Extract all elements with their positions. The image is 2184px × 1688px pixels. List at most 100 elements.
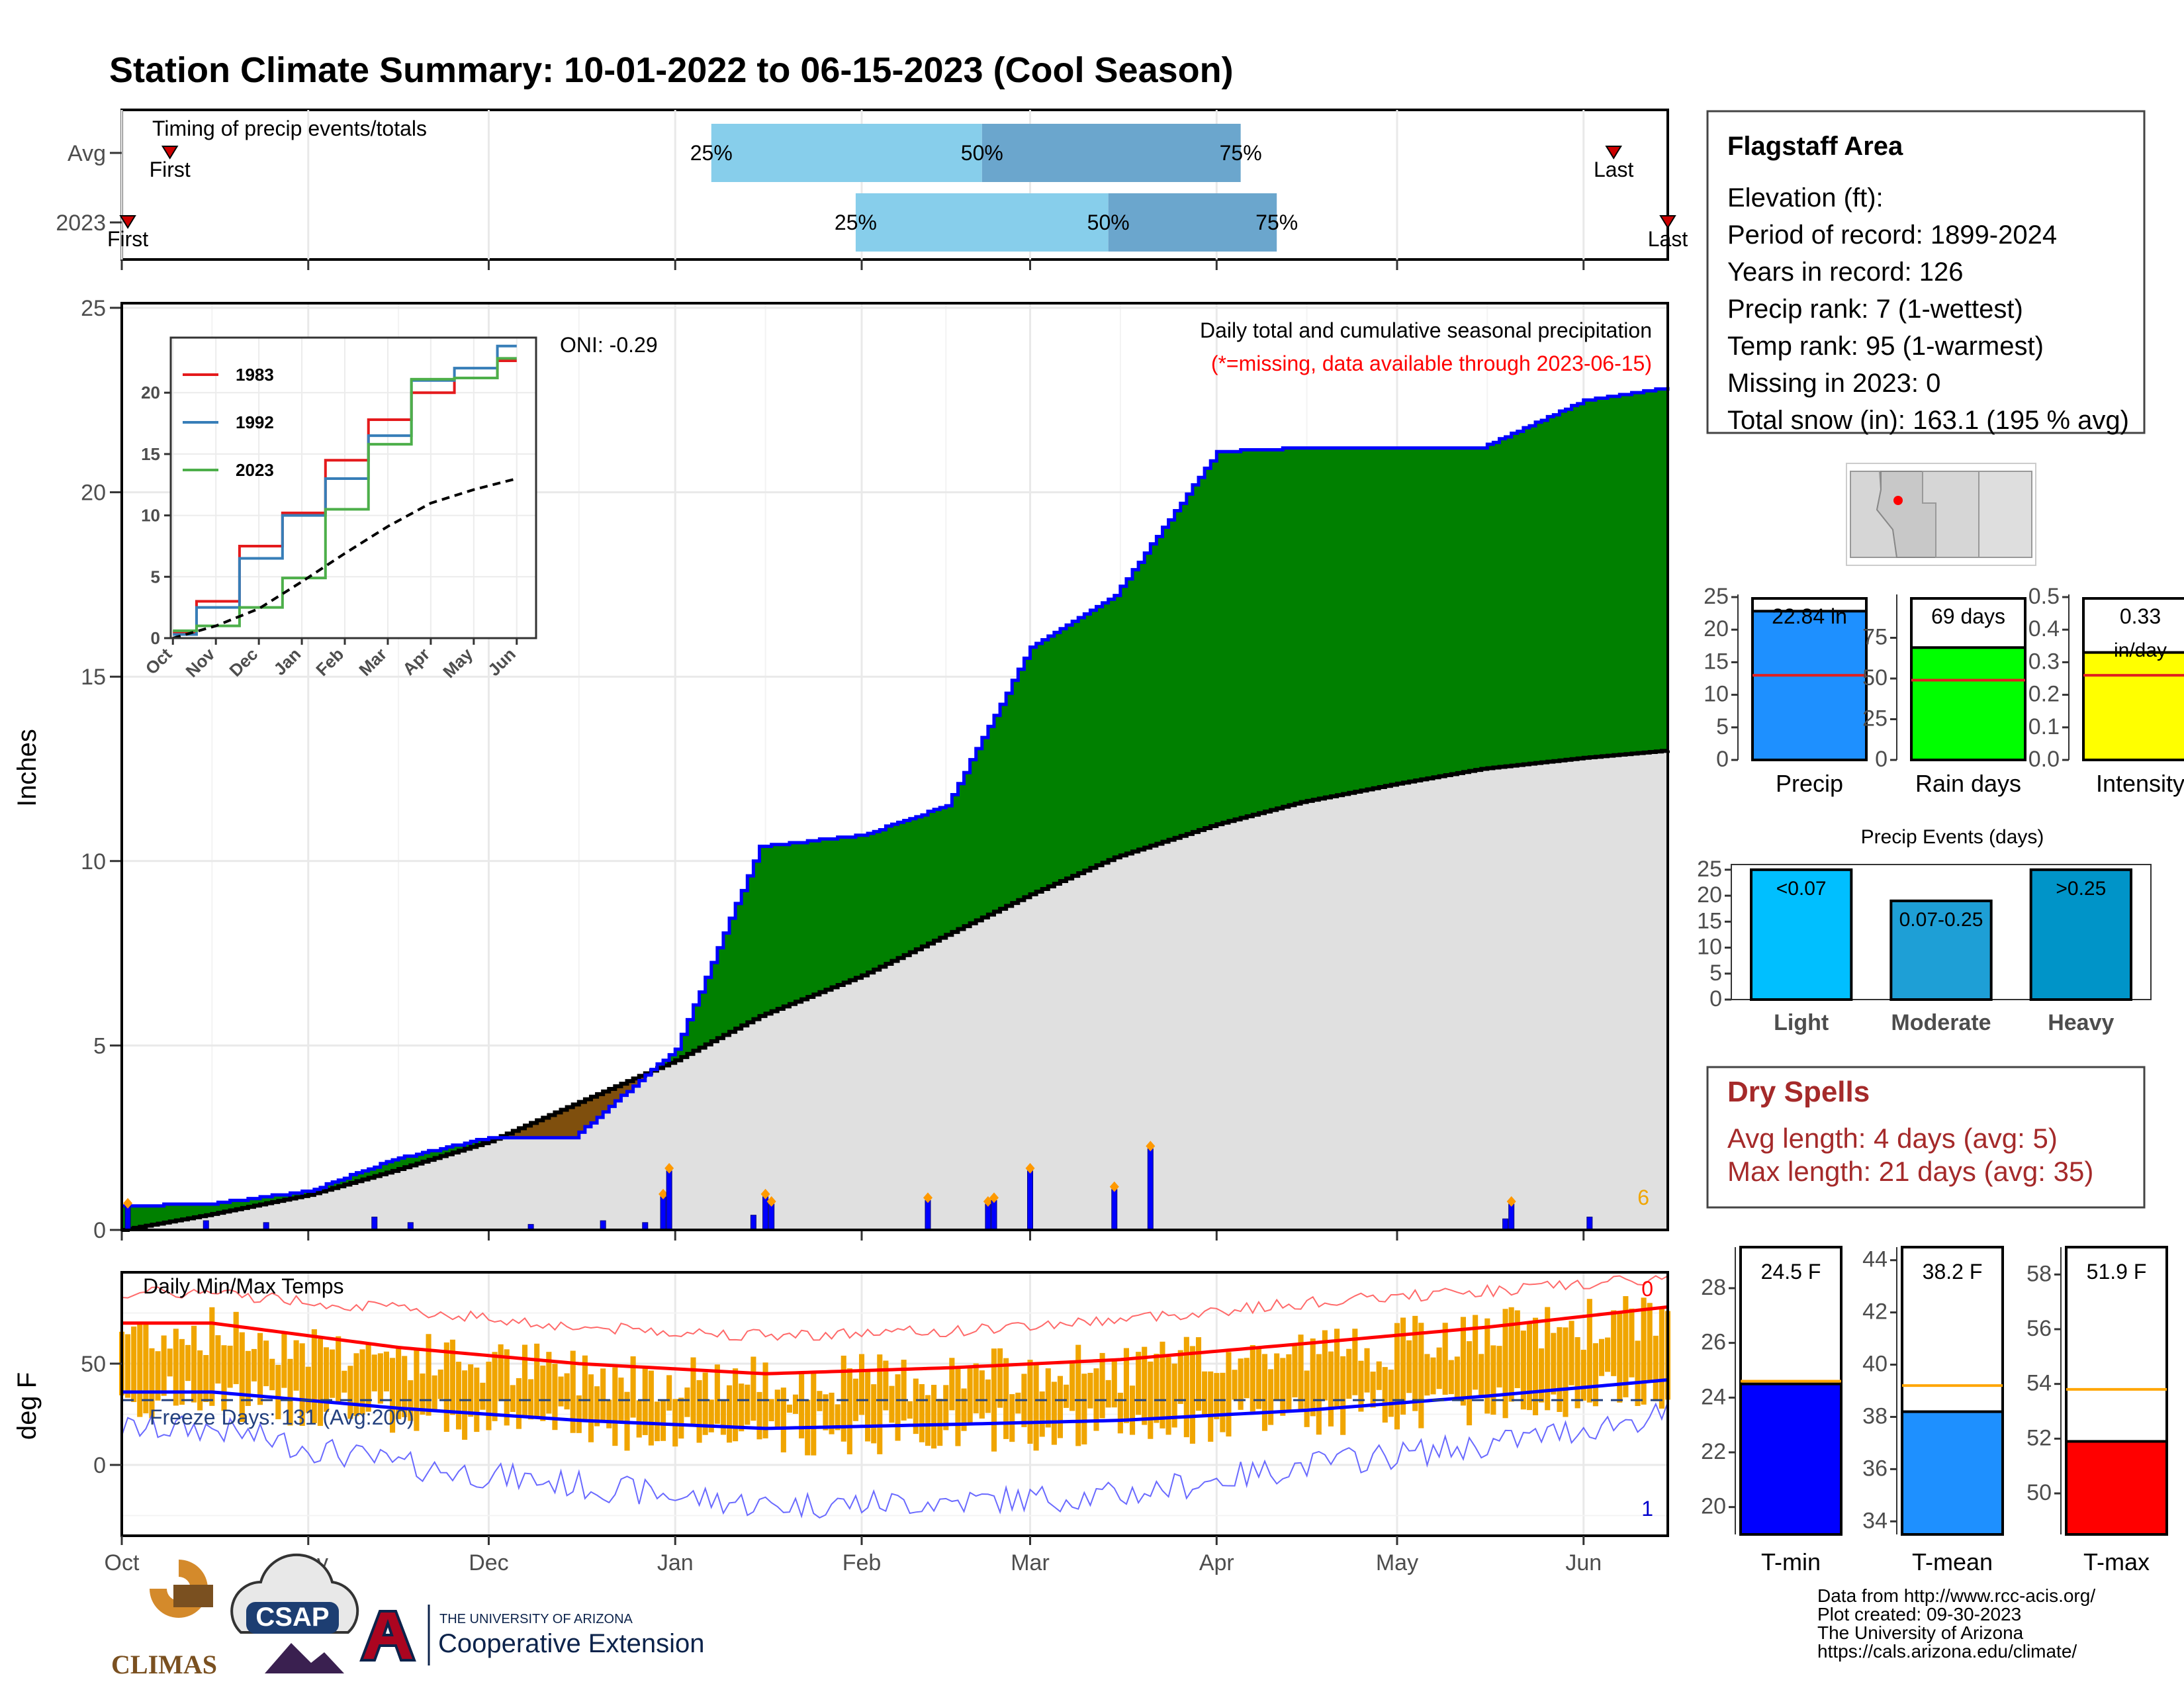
temp-panel: 0 50 Daily Min/Max Temps Freeze Days: 131… — [13, 1271, 1671, 1575]
temp-summary-label: T-max — [2083, 1548, 2150, 1575]
daily-precip-bar — [1147, 1148, 1154, 1231]
dry-spells-frame — [1706, 1066, 2146, 1209]
temp-daily-bar — [1280, 1358, 1286, 1416]
precip-note-missing: (*=missing, data available through 2023-… — [1211, 352, 1652, 375]
precip-y-tick-label: 5 — [93, 1033, 106, 1058]
station-missing: Missing in 2023: 0 — [1727, 369, 1940, 398]
normal-cumulative-area — [122, 750, 1668, 1230]
csap-banner — [246, 1602, 339, 1634]
temp-daily-bar — [1496, 1346, 1502, 1387]
station-name: Flagstaff Area — [1727, 132, 1903, 161]
temp-daily-bar — [780, 1387, 786, 1453]
temp-daily-bar — [125, 1334, 131, 1398]
temp-daily-bar — [1430, 1357, 1436, 1395]
temp-daily-bar — [841, 1355, 846, 1442]
temp-daily-bar — [1569, 1321, 1574, 1385]
summary-bar-value: 69 days — [1931, 604, 2005, 628]
month-tick-label: Oct — [105, 1550, 140, 1575]
temp-daily-bar — [311, 1329, 317, 1423]
freeze-days-label: Freeze Days: 131 (Avg:200) — [150, 1405, 414, 1429]
station-temp-rank: Temp rank: 95 (1-warmest) — [1727, 332, 2044, 361]
temp-daily-bar — [1136, 1352, 1142, 1415]
temp-daily-bar — [1111, 1358, 1117, 1408]
temp-daily-bar — [486, 1362, 492, 1430]
summary-y-tick-label: 5 — [1716, 714, 1729, 739]
month-tick-label: Jun — [1565, 1550, 1602, 1575]
temp-daily-bar — [1081, 1374, 1087, 1445]
temp-daily-bar — [606, 1399, 612, 1429]
ua-small-text: THE UNIVERSITY OF ARIZONA — [439, 1612, 633, 1626]
ua-a-icon — [359, 1610, 416, 1662]
temp-daily-bar — [257, 1333, 263, 1405]
daily-precip-marker — [766, 1196, 776, 1207]
temp-daily-bar — [414, 1348, 420, 1431]
timing-event-label: First — [150, 158, 191, 181]
temp-daily-bar — [480, 1382, 486, 1410]
temp-daily-bar — [221, 1345, 227, 1411]
temp-daily-bar — [792, 1394, 799, 1414]
temp-daily-bar — [347, 1366, 353, 1419]
temp-summary-y-tick-label: 26 — [1701, 1330, 1726, 1355]
csap-wordmark: CSAP — [255, 1603, 329, 1632]
record-low-line — [121, 1401, 1668, 1519]
events-bar-heavy — [2029, 868, 2133, 1002]
temp-daily-bar — [907, 1401, 913, 1419]
inset-legend-label: 2023 — [236, 460, 274, 480]
temp-daily-bar — [1592, 1343, 1598, 1407]
temp-daily-bar — [203, 1355, 209, 1402]
temp-daily-bar — [871, 1384, 877, 1444]
temp-daily-bar — [1563, 1327, 1569, 1417]
daily-precip-marker — [1025, 1162, 1035, 1174]
temp-daily-bar — [1099, 1352, 1105, 1419]
temp-daily-bar — [1003, 1358, 1009, 1439]
temp-daily-bar — [299, 1343, 305, 1427]
temp-daily-bar — [197, 1350, 203, 1411]
temp-y-tick-label: 0 — [93, 1453, 106, 1478]
temp-daily-bar — [1370, 1372, 1376, 1408]
temp-daily-bar — [991, 1348, 997, 1452]
temp-daily-bar — [997, 1348, 1003, 1408]
temp-daily-bar — [919, 1383, 925, 1442]
temp-daily-bar — [389, 1358, 396, 1433]
temp-daily-bar — [161, 1335, 167, 1396]
temp-daily-bar — [251, 1348, 257, 1382]
summary-y-tick-label: 0.5 — [2028, 584, 2060, 609]
events-y-tick-label: 0 — [1709, 986, 1722, 1011]
temp-daily-bar — [281, 1332, 287, 1388]
temp-daily-bar — [949, 1358, 955, 1411]
temp-daily-bar — [149, 1348, 155, 1419]
daily-precip-bar — [1111, 1189, 1118, 1231]
daily-precip-bar — [1502, 1218, 1509, 1231]
temp-daily-bar — [437, 1369, 443, 1399]
temp-daily-bar — [528, 1379, 534, 1420]
temp-daily-bar — [961, 1388, 967, 1431]
month-tick-label: May — [1376, 1550, 1418, 1575]
daily-precip-bar — [750, 1215, 756, 1231]
temp-daily-bar — [829, 1392, 835, 1434]
temp-daily-bar — [1617, 1312, 1623, 1403]
summary-bar-value: 0.33 — [2120, 604, 2161, 628]
temp-daily-bar — [287, 1358, 293, 1426]
temp-daily-bar — [654, 1401, 660, 1442]
temp-daily-bar — [1539, 1348, 1545, 1403]
climas-wordmark: CLIMAS — [111, 1650, 217, 1679]
temp-daily-bar — [269, 1358, 275, 1391]
temp-daily-bar — [167, 1348, 173, 1377]
temp-summary-value: 51.9 F — [2087, 1260, 2147, 1284]
temp-daily-bar — [745, 1384, 751, 1425]
temp-daily-bar — [1448, 1360, 1454, 1395]
temp-daily-bar — [377, 1353, 383, 1404]
temp-daily-bar — [1647, 1303, 1653, 1381]
inset-y-tick-label: 15 — [141, 444, 160, 464]
temp-summary-t-mean: 34 36 38 40 42 44 38.2 F T-mean — [1862, 1246, 2004, 1575]
temp-y-label: deg F — [13, 1372, 42, 1440]
summary-bar-value: 22.84 in — [1772, 604, 1847, 628]
temp-summary-y-tick-label: 20 — [1701, 1494, 1726, 1519]
summary-y-tick-label: 25 — [1862, 706, 1888, 731]
precip-panel-border — [120, 302, 1669, 1231]
temp-daily-bar — [534, 1343, 540, 1419]
temp-count-top: 0 — [1641, 1277, 1653, 1301]
temp-panel-border — [120, 1271, 1669, 1537]
temp-daily-bar — [305, 1366, 311, 1413]
